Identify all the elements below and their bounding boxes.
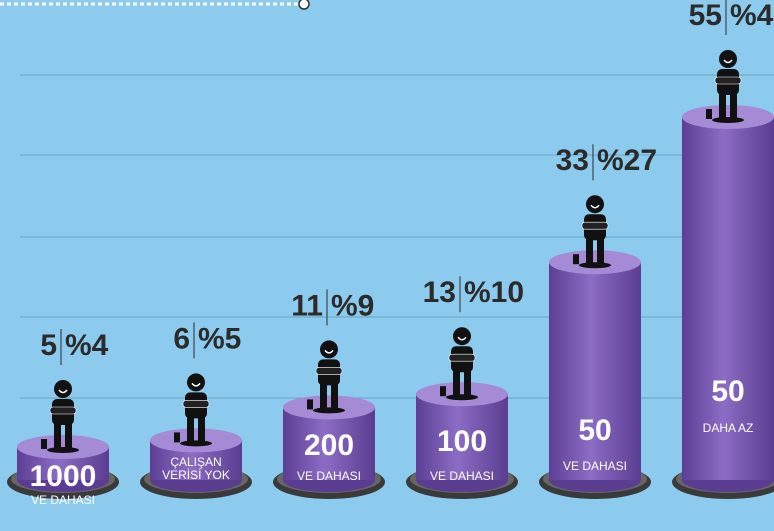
category-text: DAHA AZ xyxy=(702,422,754,435)
percent-label: %5 xyxy=(198,322,241,355)
category-text-box: VE DAHASI xyxy=(30,494,96,507)
category-text-box: ÇALIŞAN VERİSİ YOK xyxy=(162,456,230,482)
count-label: 11 xyxy=(291,289,323,322)
shadow xyxy=(579,262,611,269)
category-number: 200 xyxy=(304,429,354,462)
bag xyxy=(440,386,446,397)
bar xyxy=(682,117,774,480)
person-icon xyxy=(41,380,79,453)
category-text: VE DAHASI xyxy=(562,460,628,473)
arms xyxy=(581,221,609,230)
category-text-box: VE DAHASI xyxy=(429,470,495,483)
bag xyxy=(174,432,180,443)
category-text: VE DAHASI xyxy=(30,494,96,507)
count-label: 55 xyxy=(689,0,722,32)
leg xyxy=(198,416,205,443)
bag xyxy=(307,399,313,410)
head xyxy=(719,50,737,68)
category-text: VE DAHASI xyxy=(296,470,362,483)
leg xyxy=(320,383,327,410)
leg xyxy=(54,423,61,449)
count-label: 33 xyxy=(556,144,589,177)
percent-label: %9 xyxy=(331,289,374,322)
category-number: 100 xyxy=(437,425,487,458)
count-label: 6 xyxy=(173,322,190,355)
head xyxy=(586,195,604,214)
smile xyxy=(590,204,600,209)
count-label: 13 xyxy=(423,276,456,309)
arms xyxy=(49,406,77,415)
leg xyxy=(586,238,593,265)
bag xyxy=(573,254,579,265)
leg xyxy=(464,370,471,397)
category-number: 1000 xyxy=(30,460,97,493)
smile xyxy=(191,382,201,387)
category-text-box: VE DAHASI xyxy=(296,470,362,483)
leg xyxy=(719,93,726,119)
shadow xyxy=(313,407,345,414)
head xyxy=(187,373,205,392)
person-icon xyxy=(307,340,345,414)
head xyxy=(54,380,72,398)
leg xyxy=(331,383,338,410)
smile xyxy=(723,59,733,64)
smile xyxy=(457,336,467,341)
shadow xyxy=(446,394,478,401)
category-number: 50 xyxy=(578,414,611,447)
percent-label: %4 xyxy=(65,329,109,362)
decor-dot xyxy=(298,0,310,10)
shadow xyxy=(712,117,744,123)
category-text: ÇALIŞAN VERİSİ YOK xyxy=(162,456,230,482)
bar xyxy=(283,407,375,480)
shadow xyxy=(47,447,79,453)
smile xyxy=(324,349,334,354)
percent-label: %45 xyxy=(730,0,774,32)
arms xyxy=(448,353,476,362)
arms xyxy=(714,76,742,85)
head xyxy=(453,327,471,346)
category-text: VE DAHASI xyxy=(429,470,495,483)
guides xyxy=(20,74,774,399)
smile xyxy=(58,389,68,394)
bar xyxy=(416,394,508,480)
person-icon xyxy=(440,327,478,401)
category-text-box: DAHA AZ xyxy=(702,422,754,435)
leg xyxy=(65,423,72,449)
percent-label: %10 xyxy=(464,276,524,309)
leg xyxy=(730,93,737,119)
leg xyxy=(187,416,194,443)
bar xyxy=(549,262,641,480)
percent-label: %27 xyxy=(597,144,657,177)
person-icon xyxy=(573,195,611,269)
head xyxy=(320,340,338,359)
category-number: 50 xyxy=(711,375,744,408)
arms xyxy=(315,367,343,375)
shadow xyxy=(180,440,212,447)
person-icon xyxy=(174,373,212,447)
arms xyxy=(182,400,210,408)
count-label: 5 xyxy=(40,329,57,362)
leg xyxy=(597,238,604,265)
bag xyxy=(41,439,47,449)
leg xyxy=(453,370,460,397)
category-text-box: VE DAHASI xyxy=(562,460,628,473)
bag xyxy=(706,109,712,119)
person-icon xyxy=(706,50,744,123)
